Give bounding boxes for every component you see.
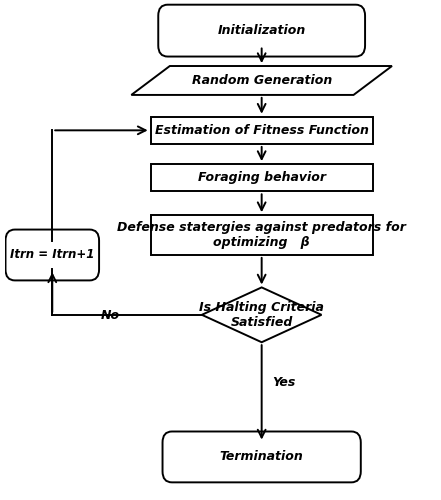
Text: Itrn = Itrn+1: Itrn = Itrn+1 xyxy=(10,248,94,262)
Text: Foraging behavior: Foraging behavior xyxy=(198,171,325,184)
Text: Defense statergies against predators for
optimizing   β: Defense statergies against predators for… xyxy=(117,221,406,249)
Text: Initialization: Initialization xyxy=(217,24,306,37)
Text: Random Generation: Random Generation xyxy=(191,74,332,87)
Text: No: No xyxy=(101,310,120,322)
FancyBboxPatch shape xyxy=(158,4,365,57)
Text: Is Halting Criteria
Satisfied: Is Halting Criteria Satisfied xyxy=(199,301,324,329)
FancyBboxPatch shape xyxy=(163,432,361,482)
Polygon shape xyxy=(131,66,392,95)
Bar xyxy=(150,116,373,144)
Bar xyxy=(150,164,373,192)
Text: Yes: Yes xyxy=(273,376,296,388)
Bar xyxy=(150,215,373,255)
Text: Termination: Termination xyxy=(220,450,303,464)
Polygon shape xyxy=(202,288,321,342)
FancyBboxPatch shape xyxy=(5,230,99,280)
Text: Estimation of Fitness Function: Estimation of Fitness Function xyxy=(155,124,369,137)
